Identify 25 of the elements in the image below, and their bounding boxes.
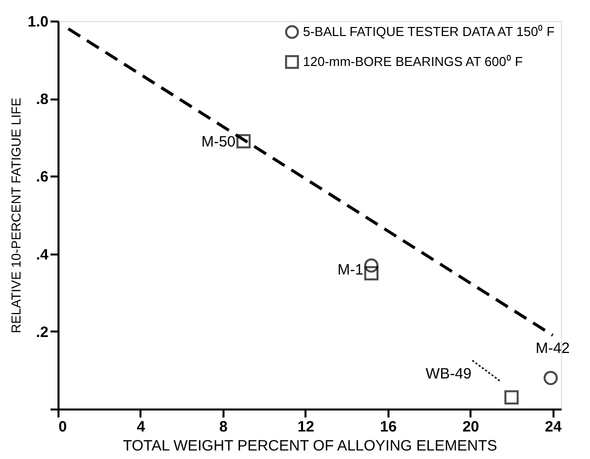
annotation: M-50 <box>201 133 236 150</box>
y-tick-label: .6 <box>36 168 48 186</box>
x-tick-label: 16 <box>380 418 397 436</box>
legend-label: 5-BALL FATIQUE TESTER DATA AT 150⁰ F <box>303 24 555 39</box>
legend-label: 120-mm-BORE BEARINGS AT 600⁰ F <box>303 54 523 69</box>
x-tick-label: 24 <box>544 418 562 436</box>
point <box>364 258 378 273</box>
y-axis-title: RELATIVE 10-PERCENT FATIGUE LIFE <box>8 97 24 334</box>
x-tick-label: 20 <box>462 418 480 436</box>
annotation: M-42 <box>536 340 570 357</box>
point <box>504 390 519 404</box>
annotation: M-1 <box>338 261 364 278</box>
point <box>544 370 558 386</box>
x-tick-label: 8 <box>219 418 228 436</box>
point <box>236 134 251 148</box>
x-axis-title: TOTAL WEIGHT PERCENT OF ALLOYING ELEMENTS <box>122 438 498 454</box>
y-tick-label: .4 <box>36 246 50 264</box>
annotation: WB-49 <box>426 365 472 382</box>
x-tick-label: 4 <box>136 418 146 436</box>
y-tick-label: 1.0 <box>28 14 48 30</box>
x-tick-label: 0 <box>58 418 67 436</box>
y-tick-label: .2 <box>36 324 48 341</box>
y-tick-label: .8 <box>36 91 48 108</box>
point <box>364 266 378 280</box>
x-tick-label: 12 <box>298 418 314 436</box>
